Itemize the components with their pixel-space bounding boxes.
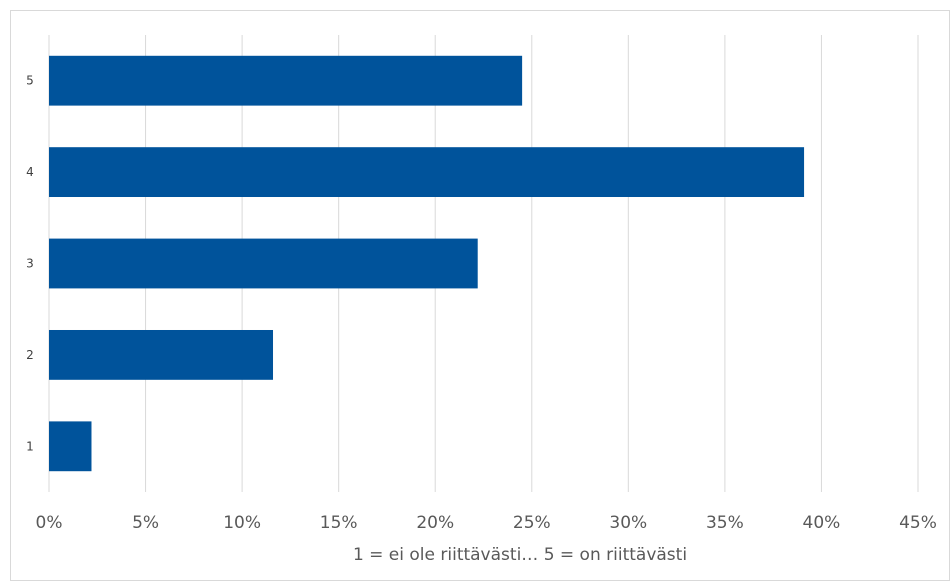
bar-1 bbox=[49, 421, 92, 472]
x-tick-label: 35% bbox=[706, 513, 744, 533]
category-label: 3 bbox=[26, 257, 34, 271]
x-tick-label: 5% bbox=[132, 513, 159, 533]
category-label: 1 bbox=[26, 439, 34, 453]
x-tick-label: 10% bbox=[223, 513, 261, 533]
bar-2 bbox=[49, 329, 274, 380]
x-tick-label: 25% bbox=[513, 513, 551, 533]
x-tick-labels: 0% 5% 10% 15% 20% 25% 30% 35% 40% 45% bbox=[36, 513, 937, 533]
category-label: 4 bbox=[26, 165, 34, 179]
x-tick-label: 0% bbox=[36, 513, 63, 533]
bar-5 bbox=[49, 55, 523, 106]
category-labels: 1 2 3 4 5 bbox=[26, 74, 34, 454]
bars bbox=[49, 55, 805, 472]
x-tick-label: 45% bbox=[899, 513, 937, 533]
bar-4 bbox=[49, 147, 805, 198]
x-tick-label: 20% bbox=[416, 513, 454, 533]
x-tick-label: 30% bbox=[609, 513, 647, 533]
bar-3 bbox=[49, 238, 478, 289]
x-axis-title: 1 = ei ole riittävästi… 5 = on riittäväs… bbox=[353, 545, 687, 565]
category-label: 2 bbox=[26, 348, 34, 362]
x-tick-label: 15% bbox=[320, 513, 358, 533]
x-tick-label: 40% bbox=[803, 513, 841, 533]
gridlines bbox=[48, 35, 919, 492]
category-label: 5 bbox=[26, 74, 34, 88]
